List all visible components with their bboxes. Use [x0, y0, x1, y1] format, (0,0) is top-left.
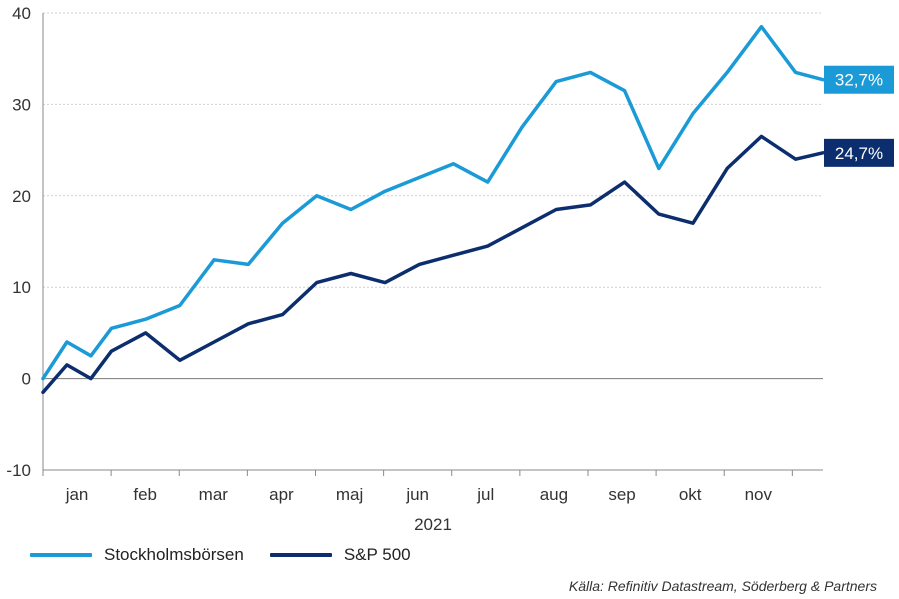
legend-item-sp500: S&P 500	[269, 545, 411, 565]
x-tick-label: jul	[476, 485, 494, 504]
series-line-stockholmsborsen	[41, 24, 825, 381]
x-tick-label: aug	[540, 485, 568, 504]
legend-label-stockholmsborsen: Stockholmsbörsen	[104, 545, 244, 564]
end-label-stockholmsborsen: 32,7%	[824, 65, 894, 94]
end-label-box	[824, 138, 894, 167]
x-tick-label: nov	[745, 485, 773, 504]
y-axis-ticks: -10 0 10 20 30 40	[6, 4, 31, 480]
end-label-sp500: 24,7%	[824, 138, 894, 167]
end-label-text: 32,7%	[835, 71, 883, 90]
y-tick-label: 10	[12, 278, 31, 297]
source-note: Källa: Refinitiv Datastream, Söderberg &…	[568, 578, 877, 594]
x-tick-label: feb	[133, 485, 157, 504]
series-lines	[41, 24, 825, 395]
x-tick-label: jun	[405, 485, 429, 504]
x-tick-label: maj	[336, 485, 363, 504]
legend-label-sp500: S&P 500	[343, 545, 411, 564]
x-axis-title: 2021	[414, 515, 452, 534]
y-tick-label: -10	[6, 461, 31, 480]
legend-item-stockholmsborsen: Stockholmsbörsen	[30, 545, 244, 565]
y-tick-label: 0	[22, 370, 31, 389]
y-tick-label: 40	[12, 4, 31, 23]
y-tick-label: 20	[12, 187, 31, 206]
x-tick-label: mar	[199, 485, 229, 504]
legend-swatch-stockholmsborsen	[30, 553, 92, 557]
end-label-box	[824, 65, 894, 94]
legend-swatch-sp500	[269, 553, 332, 557]
legend: Stockholmsbörsen S&P 500	[30, 540, 411, 570]
y-tick-label: 30	[12, 95, 31, 114]
x-tick-label: okt	[679, 485, 702, 504]
line-chart: -10 0 10 20 30 40 jan feb mar apr maj jun jul aug sep…	[6, 4, 894, 534]
series-line-sp500	[41, 134, 825, 395]
x-tick-label: jan	[65, 485, 89, 504]
axes	[42, 13, 823, 471]
gridlines	[43, 12, 823, 471]
x-tick-label: sep	[608, 485, 635, 504]
end-label-text: 24,7%	[835, 144, 883, 163]
end-value-labels: 32,7% 24,7%	[824, 65, 894, 167]
x-axis-ticks: jan feb mar apr maj jun jul aug sep okt nov	[42, 470, 793, 504]
x-tick-label: apr	[269, 485, 294, 504]
